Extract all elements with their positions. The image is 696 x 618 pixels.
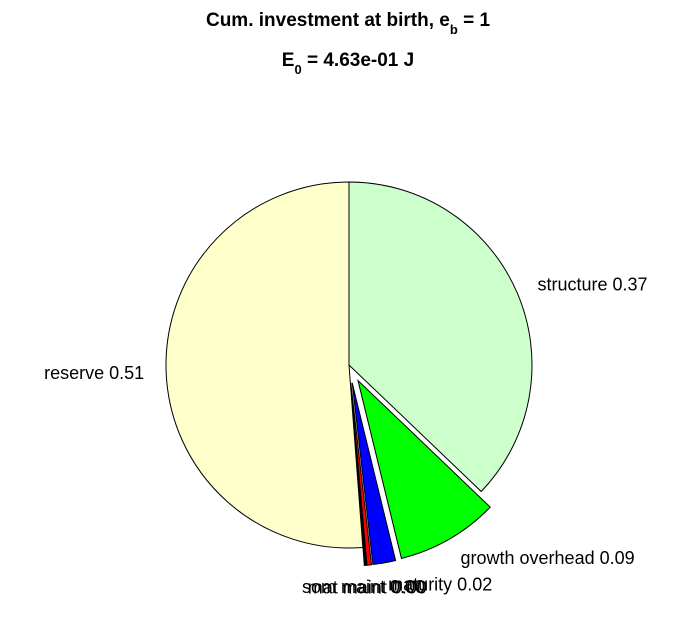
chart-title-line1: Cum. investment at birth, eb = 1: [206, 10, 490, 37]
pie-slices: [165, 181, 533, 566]
pie-slice-1: [357, 379, 491, 559]
pie-slice-4: [349, 382, 368, 566]
pie-label-3: som maint 0.00: [302, 577, 425, 597]
pie-label-0: structure 0.37: [538, 274, 648, 294]
pie-slice-2: [351, 382, 397, 566]
pie-label-4: mat maint 0.00: [308, 577, 427, 597]
pie-label-2: maturity 0.02: [388, 575, 492, 595]
chart-title-line2: E0 = 4.63e-01 J: [282, 50, 414, 77]
pie-label-1: growth overhead 0.09: [461, 548, 635, 568]
pie-slice-5: [165, 181, 364, 549]
pie-slice-0: [348, 181, 533, 493]
pie-labels: structure 0.37 growth overhead 0.09 maturi…: [44, 274, 647, 597]
pie-label-5: reserve 0.51: [44, 363, 144, 383]
